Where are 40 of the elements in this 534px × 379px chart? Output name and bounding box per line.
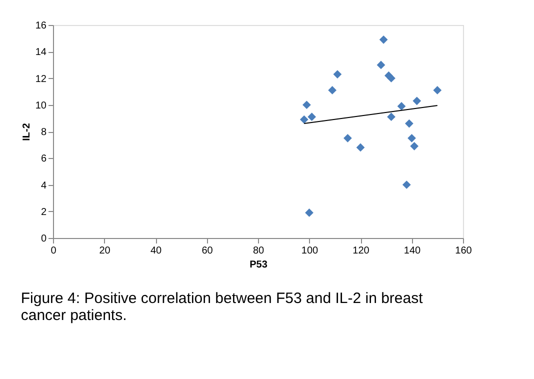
point [379,35,388,44]
point [302,100,311,110]
point [328,86,336,94]
x-tick-label: 60 [202,246,214,256]
point [433,86,442,94]
point [410,142,418,150]
y-axis-title: IL-2 [21,122,32,141]
x-tick-label: 0 [50,246,57,256]
y-tick-label: 12 [35,74,47,85]
point [397,102,406,110]
x-tick-label: 100 [301,246,319,256]
y-tick-label: 2 [40,206,47,218]
point [412,96,422,106]
y-tick-label: 0 [40,234,47,244]
y-tick-label: 4 [40,180,47,192]
y-tick-label: 10 [35,100,47,112]
x-axis-title: P53 [250,260,268,270]
y-tick-label: 8 [40,127,47,138]
y-tick-label: 14 [35,47,47,58]
point [344,134,352,142]
point [408,134,416,142]
x-tick-label: 120 [352,246,370,256]
x-tick-label: 140 [404,246,422,256]
point [387,74,396,82]
point [402,180,411,189]
y-tick-label: 6 [40,154,47,165]
y-tick-label: 16 [35,20,47,32]
caption: Figure 4: Positive correlation between F53 and IL-2 in breast cancer patients. [20,290,424,324]
point [308,112,316,122]
x-tick-label: 40 [150,246,162,256]
point [305,208,314,217]
point [387,112,396,122]
point [405,119,414,128]
point [300,115,308,124]
point [333,70,342,78]
x-tick-label: 160 [455,246,472,256]
x-tick-label: 20 [99,246,111,256]
x-tick-label: 80 [252,246,264,256]
point [356,143,365,152]
point [376,60,386,70]
